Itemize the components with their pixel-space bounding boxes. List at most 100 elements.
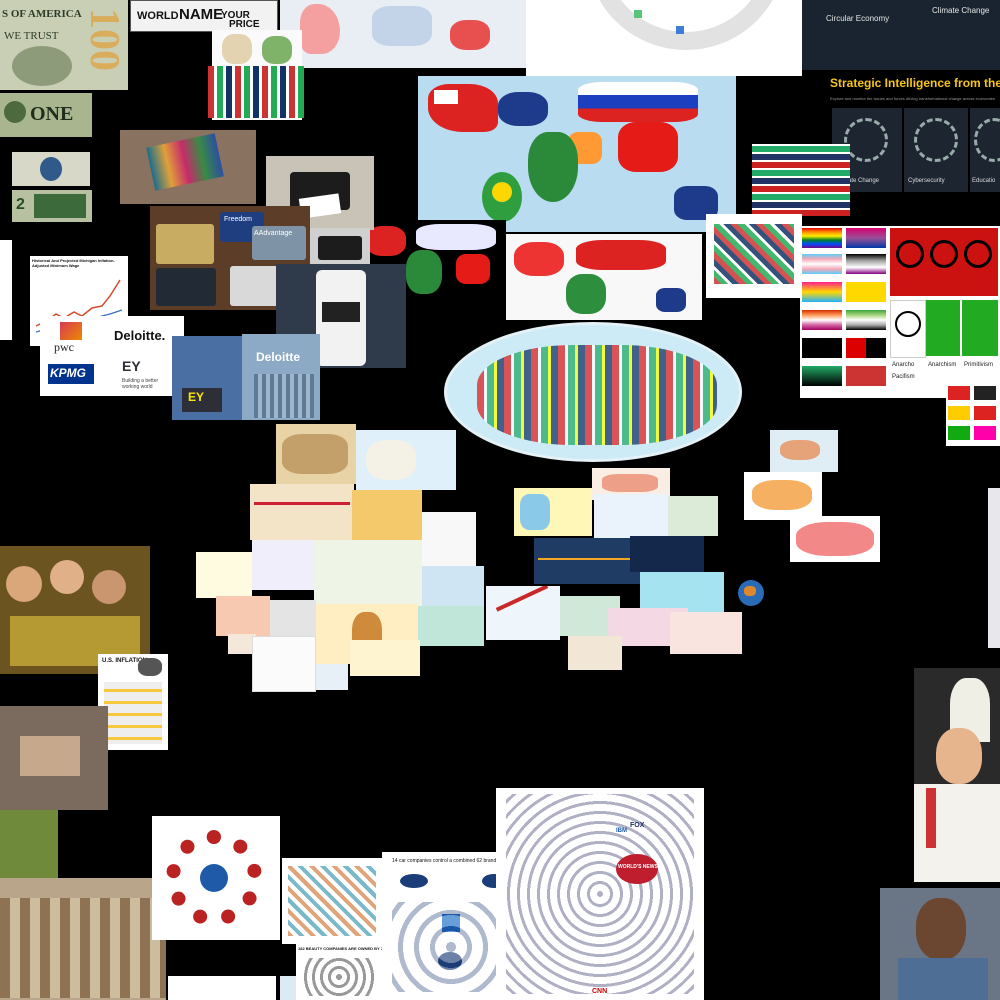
ocean-route-map (356, 430, 456, 490)
shipping-lanes-map (534, 538, 646, 584)
anarchist-symbols-grid: Anarcho Pacifism Anarchism Primitivism (888, 226, 1000, 398)
media-channel-cnn: CNN (592, 988, 608, 995)
ey-tagline: Building a better working world (122, 378, 159, 390)
symbol-label-4: Primitivism (964, 362, 993, 368)
world-map-flags-large (418, 76, 736, 232)
card-dark (156, 268, 216, 306)
atlantic-route-map (514, 488, 592, 536)
beauty-owners-title: 182 BEAUTY COMPANIES ARE OWNED BY 7 MAJO… (296, 944, 382, 1000)
world-heat-map-2 (744, 472, 822, 520)
trade-map-red-arc (486, 586, 560, 640)
credit-cards-in-hand (120, 130, 256, 204)
book-your-label: YOUR (221, 10, 250, 21)
pwc-logo-mark (60, 322, 82, 340)
circular-diagram-top (526, 0, 802, 76)
arabia-trade-map (352, 490, 422, 542)
silver-certificate-bill (12, 152, 90, 186)
anarchy-symbol-panel (890, 228, 998, 296)
bill-one-word: ONE (30, 103, 74, 125)
inflation-chart-title: U.S. INFLATION (102, 658, 147, 664)
worlds-news-badge-bg (616, 854, 658, 884)
trade-map-red-route (216, 596, 270, 636)
amazon-product-page (168, 976, 276, 1000)
wage-chart-title: Historical And Projected Michigan Inflat… (32, 258, 115, 268)
pwc-logo: pwc (54, 340, 74, 354)
symbol-label-1: Anarcho (892, 362, 915, 368)
car-brands-title: 14 car companies control a combined 62 b… (392, 858, 499, 864)
food-brands-wheel (152, 816, 280, 940)
book-world-label: WORLD (137, 10, 179, 22)
wef-card-3: Educatio (970, 108, 1000, 192)
traders-floor-photo (0, 546, 150, 674)
world-map-flags-oval (444, 322, 742, 462)
media-ownership-web: WORLD'S NEWS FOX CNN IBM (496, 788, 704, 1000)
bill-portrait-small (40, 157, 62, 181)
card-on-device-photo (310, 228, 370, 270)
trade-map-blue-2 (422, 566, 484, 606)
bill-seal (4, 101, 26, 123)
beauty-companies-chart (282, 858, 382, 944)
tab-climate-change: Climate Change (932, 6, 990, 15)
bill-trust-text: WE TRUST (4, 30, 59, 42)
wage-chart-partial (0, 240, 12, 340)
trade-map-sketch (252, 636, 316, 692)
kpmg-logo: KPMG (50, 366, 86, 380)
bill-green-panel (34, 194, 86, 218)
wef-card-2: Cybersecurity (904, 108, 968, 192)
car-brand-fca (438, 952, 462, 970)
trade-map-small-2 (316, 664, 348, 690)
book-name-label: NAME (179, 6, 224, 23)
shoppers-crowd-photo (0, 706, 108, 810)
trade-map-red-large (670, 612, 742, 654)
pope-photo (914, 668, 1000, 882)
warehouse-aisle-photo (0, 878, 166, 1000)
ey-logo: EY (122, 358, 141, 374)
symbol-label-2: Pacifism (892, 374, 915, 380)
global-routes-map (668, 496, 718, 536)
world-trade-map-blue (594, 494, 668, 540)
world-heat-map-1 (770, 430, 838, 472)
symbol-label-3: Anarchism (928, 362, 957, 368)
trade-map-small-3 (568, 636, 622, 670)
produce-stand-photo (0, 810, 58, 878)
purple-route-map (252, 540, 316, 590)
one-dollar-bill: ONE (0, 93, 92, 137)
world-heat-map-3 (790, 516, 880, 562)
deloitte-building-sign: Deloitte (256, 350, 301, 364)
wef-subline: Explore and monitor the issues and force… (830, 96, 995, 101)
trade-map-grey (270, 600, 316, 636)
route-diagram-1 (422, 512, 476, 566)
world-name-price-book: WORLD NAME YOUR PRICE (130, 0, 278, 32)
bottom-map-thumb (280, 976, 296, 1000)
deloitte-logo: Deloitte. (114, 328, 166, 343)
us-inflation-chart: U.S. INFLATION (98, 654, 168, 750)
dark-world-map (630, 536, 704, 572)
tab-circular-economy: Circular Economy (826, 14, 890, 23)
globe-icon-small (738, 580, 764, 606)
kpmg-logo-bg (48, 364, 94, 384)
worlds-news-badge: WORLD'S NEWS (618, 864, 658, 870)
trade-map-teal (418, 606, 484, 646)
car-brand-ford (400, 874, 428, 888)
bill-america-text: S OF AMERICA (2, 8, 82, 20)
pope-face (936, 728, 982, 784)
smiling-man-photo (880, 888, 1000, 1000)
right-edge-photo (988, 488, 1000, 648)
world-flags-chart (706, 214, 802, 298)
bill-two-digit: 2 (16, 196, 25, 213)
deloitte-office-building: Deloitte (242, 334, 320, 420)
trade-map-yellow (196, 552, 252, 598)
two-dollar-bill: 2 (12, 190, 92, 222)
card-aadvantage: AAdvantage (252, 226, 306, 260)
silk-road-map (250, 484, 354, 540)
pride-flags-grid (800, 226, 888, 398)
book-price-label: PRICE (229, 19, 260, 30)
ancient-map-1 (276, 424, 356, 484)
world-map-flags-white (506, 234, 702, 320)
trade-map-small-4 (350, 640, 420, 676)
wef-banner-tabs: Circular Economy Climate Change (802, 0, 1000, 70)
world-map-plain (314, 540, 422, 610)
media-channel-ibm: IBM (616, 828, 627, 834)
hundred-dollar-bill: S OF AMERICA WE TRUST 100 (0, 0, 128, 90)
wef-headline: Strategic Intelligence from the W (830, 76, 1000, 90)
